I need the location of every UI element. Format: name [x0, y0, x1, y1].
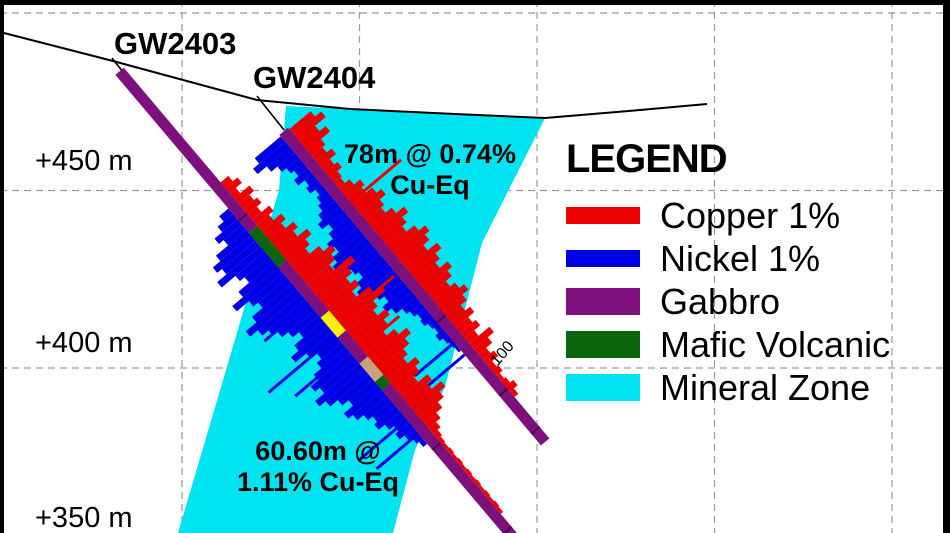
- border-left: [0, 0, 4, 533]
- annotation-line: 1.11% Cu-Eq: [236, 467, 400, 497]
- legend-item-nickel: Nickel 1%: [566, 237, 890, 280]
- legend: LEGEND Copper 1% Nickel 1% Gabbro Mafic …: [566, 138, 890, 409]
- annotation-line: 78m @ 0.74%: [344, 139, 516, 169]
- annotation-line: Cu-Eq: [390, 170, 470, 200]
- border-top: [0, 0, 950, 5]
- legend-item-label: Mafic Volcanic: [660, 323, 891, 365]
- legend-title: LEGEND: [566, 137, 728, 181]
- legend-item-mineral-zone: Mineral Zone: [566, 366, 890, 409]
- elevation-label-350: +350 m: [35, 502, 133, 533]
- annotation-line: 60.60m @: [255, 436, 381, 466]
- border-right: [943, 0, 950, 533]
- elevation-label-400: +400 m: [35, 327, 133, 359]
- gabbro-swatch: [566, 288, 640, 315]
- legend-item-gabbro: Gabbro: [566, 280, 890, 323]
- legend-item-label: Mineral Zone: [660, 366, 871, 408]
- legend-item-mafic-volcanic: Mafic Volcanic: [566, 323, 890, 366]
- drillhole-label-gw2404: GW2404: [253, 60, 376, 95]
- legend-rows: Copper 1% Nickel 1% Gabbro Mafic Volcani…: [566, 194, 890, 409]
- intercept-annotation-gw2403: 60.60m @ 1.11% Cu-Eq: [237, 436, 399, 498]
- legend-item-label: Gabbro: [660, 280, 781, 322]
- mineral-zone-swatch: [566, 374, 640, 401]
- legend-item-copper: Copper 1%: [566, 194, 890, 237]
- elevation-label-450: +450 m: [35, 145, 133, 177]
- intercept-annotation-gw2404: 78m @ 0.74% Cu-Eq: [344, 139, 516, 201]
- legend-item-label: Copper 1%: [660, 194, 841, 236]
- copper-swatch: [566, 207, 640, 224]
- drillhole-label-gw2403: GW2403: [114, 26, 237, 61]
- legend-item-label: Nickel 1%: [660, 237, 821, 279]
- mafic-volcanic-swatch: [566, 331, 640, 358]
- nickel-swatch: [566, 250, 640, 267]
- label-leader-line: [256, 95, 285, 131]
